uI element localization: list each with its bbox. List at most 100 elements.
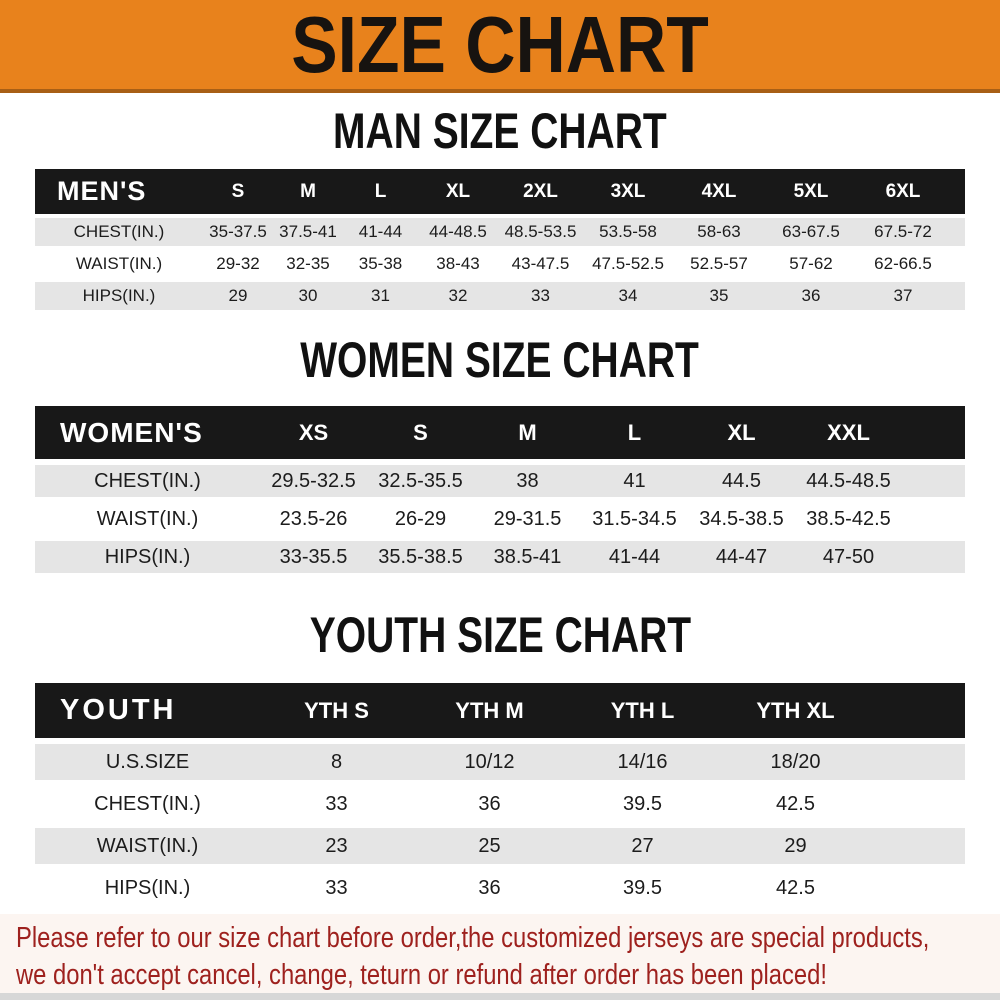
table-cell: 67.5-72 [874, 222, 932, 241]
women-table-row: WAIST(IN.) 23.5-26 26-29 29-31.5 31.5-34.5 34… [35, 503, 965, 535]
men-table-header-row: MEN'S S M L XL 2XL 3XL 4XL 5XL 6XL [35, 169, 965, 214]
women-header-label: WOMEN'S [60, 416, 203, 448]
men-table-row: HIPS(IN.) 29 30 31 32 33 34 35 36 37 [35, 282, 965, 310]
women-section-title-text: WOMEN SIZE CHART [300, 332, 700, 388]
women-table-header-row: WOMEN'S XS S M L XL XXL [35, 406, 965, 459]
youth-table-row: U.S.SIZE 8 10/12 14/16 18/20 [35, 744, 965, 780]
table-cell: 41-44 [608, 545, 661, 568]
table-cell: 35-37.5 [209, 222, 267, 241]
men-section-title: MAN SIZE CHART [0, 103, 1000, 159]
youth-table-row: CHEST(IN.) 33 36 39.5 42.5 [35, 786, 965, 822]
table-cell: 62-66.5 [874, 254, 932, 273]
women-size-table: WOMEN'S XS S M L XL XXL CHEST(IN.) 29.5-32.5 32.5… [35, 406, 965, 573]
column-header-yth-xl: YTH XL [756, 697, 835, 723]
disclaimer: Please refer to our size chart before or… [0, 914, 1000, 1000]
table-cell: 8 [330, 750, 343, 773]
table-cell: 44.5-48.5 [806, 469, 891, 492]
section-men: MAN SIZE CHART MEN'S S M L XL 2XL 3XL 4XL 5XL 6XL… [0, 103, 1000, 310]
column-header-xs: XS [298, 419, 329, 445]
row-label: U.S.SIZE [105, 750, 190, 773]
section-women: WOMEN SIZE CHART WOMEN'S XS S M L XL XXL CHEST(… [0, 332, 1000, 573]
men-table-row: WAIST(IN.) 29-32 32-35 35-38 38-43 43-47.5 47.… [35, 250, 965, 278]
row-label: WAIST(IN.) [96, 834, 199, 857]
table-cell: 42.5 [776, 876, 815, 899]
column-header-yth-l: YTH L [610, 697, 675, 723]
youth-table-row: HIPS(IN.) 33 36 39.5 42.5 [35, 870, 965, 906]
column-header-s: S [413, 419, 428, 445]
table-cell: 38.5-41 [493, 545, 562, 568]
row-label: CHEST(IN.) [94, 792, 201, 815]
table-cell: 38-43 [436, 254, 480, 273]
youth-header-label: YOUTH [60, 694, 177, 726]
row-label: HIPS(IN.) [82, 286, 156, 305]
youth-table-row: WAIST(IN.) 23 25 27 29 [35, 828, 965, 864]
table-cell: 38 [516, 469, 539, 492]
table-cell: 63-67.5 [782, 222, 840, 241]
table-cell: 29-31.5 [493, 507, 562, 530]
table-cell: 23 [325, 834, 348, 857]
table-cell: 57-62 [789, 254, 833, 273]
table-cell: 27 [631, 834, 654, 857]
table-cell: 35-38 [358, 254, 403, 273]
column-header-yth-m: YTH M [455, 697, 524, 723]
table-cell: 30 [298, 286, 318, 305]
women-section-title: WOMEN SIZE CHART [0, 332, 1000, 388]
disclaimer-line-2: we don't accept cancel, change, teturn o… [16, 959, 827, 991]
row-label: WAIST(IN.) [75, 254, 163, 273]
table-cell: 39.5 [623, 876, 662, 899]
table-cell: 37.5-41 [279, 222, 337, 241]
column-header-xl: XL [727, 419, 756, 445]
disclaimer-line-1: Please refer to our size chart before or… [16, 922, 930, 954]
table-cell: 41-44 [358, 222, 403, 241]
table-cell: 58-63 [697, 222, 741, 241]
column-header-xxl: XXL [827, 419, 870, 445]
table-cell: 36 [478, 876, 501, 899]
table-cell: 47.5-52.5 [592, 254, 664, 273]
table-cell: 29 [784, 834, 807, 857]
table-cell: 44-47 [715, 545, 768, 568]
table-cell: 52.5-57 [690, 254, 748, 273]
table-cell: 32-35 [286, 254, 330, 273]
table-cell: 36 [478, 792, 501, 815]
table-cell: 31.5-34.5 [592, 507, 677, 530]
column-header-5xl: 5XL [793, 180, 829, 202]
table-cell: 26-29 [394, 507, 447, 530]
table-cell: 25 [478, 834, 501, 857]
table-cell: 39.5 [623, 792, 662, 815]
row-label: HIPS(IN.) [104, 545, 191, 568]
table-cell: 29.5-32.5 [271, 469, 356, 492]
women-table-row: HIPS(IN.) 33-35.5 35.5-38.5 38.5-41 41-44 44-… [35, 541, 965, 573]
banner: SIZE CHART [0, 0, 1000, 93]
table-cell: 23.5-26 [279, 507, 348, 530]
table-cell: 44-48.5 [429, 222, 487, 241]
table-cell: 33-35.5 [279, 545, 348, 568]
column-header-l: L [374, 180, 387, 202]
row-label: WAIST(IN.) [96, 507, 199, 530]
column-header-l: L [627, 419, 642, 445]
table-cell: 48.5-53.5 [504, 222, 577, 241]
row-label: CHEST(IN.) [94, 469, 201, 492]
table-cell: 37 [893, 286, 913, 305]
table-cell: 38.5-42.5 [806, 507, 891, 530]
table-cell: 32 [448, 286, 468, 305]
table-cell: 33 [325, 792, 348, 815]
table-cell: 34.5-38.5 [699, 507, 784, 530]
women-table-row: CHEST(IN.) 29.5-32.5 32.5-35.5 38 41 44.5 44.5… [35, 465, 965, 497]
men-section-title-text: MAN SIZE CHART [333, 103, 667, 159]
column-header-3xl: 3XL [610, 180, 646, 202]
men-header-label: MEN'S [57, 176, 147, 206]
column-header-yth-s: YTH S [304, 697, 369, 723]
youth-section-title-text: YOUTH SIZE CHART [309, 607, 691, 663]
row-label: CHEST(IN.) [73, 222, 165, 241]
table-cell: 34 [618, 286, 638, 305]
youth-size-table: YOUTH YTH S YTH M YTH L YTH XL U.S.SIZE 8 10/12… [35, 683, 965, 906]
table-cell: 43-47.5 [511, 254, 570, 273]
table-cell: 10/12 [464, 750, 515, 773]
table-cell: 32.5-35.5 [378, 469, 463, 492]
table-cell: 18/20 [770, 750, 821, 773]
men-size-table: MEN'S S M L XL 2XL 3XL 4XL 5XL 6XL CHEST(IN.) 35-37… [35, 169, 965, 310]
table-cell: 35 [709, 286, 729, 305]
column-header-m: M [300, 180, 316, 202]
table-cell: 29 [228, 286, 248, 305]
column-header-2xl: 2XL [523, 180, 558, 202]
